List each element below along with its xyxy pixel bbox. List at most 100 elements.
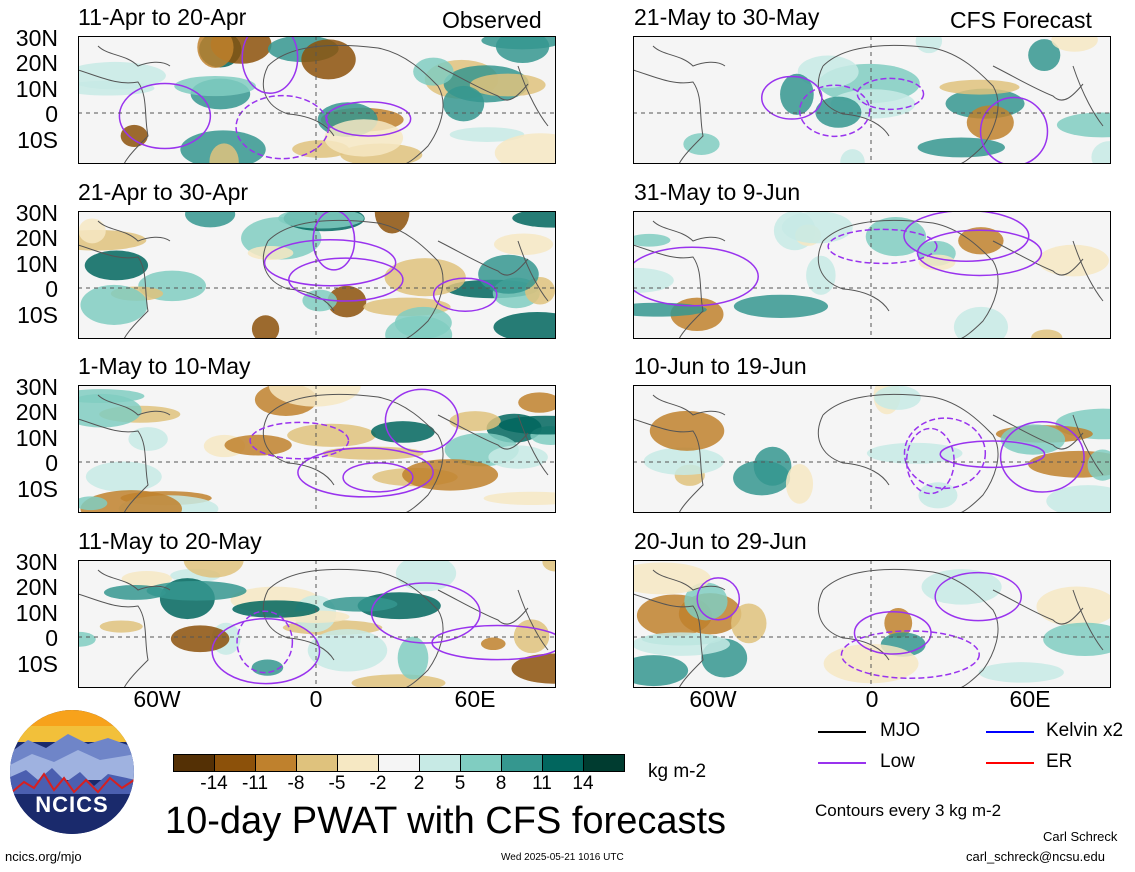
coastline bbox=[633, 69, 704, 164]
pwat-anomaly-shading bbox=[80, 284, 148, 325]
coastline bbox=[817, 589, 890, 661]
pwat-anomaly-shading bbox=[322, 446, 424, 460]
pwat-anomaly-shading bbox=[301, 39, 356, 80]
forecast-panel-title: 31-May to 9-Jun bbox=[634, 179, 801, 205]
lat-label: 20N bbox=[15, 50, 58, 76]
coastline bbox=[817, 414, 890, 486]
forecast-panel-title: 21-May to 30-May bbox=[634, 4, 820, 30]
pwat-anomaly-shading bbox=[351, 674, 446, 688]
lat-label: 10N bbox=[15, 251, 58, 277]
low-contour bbox=[761, 75, 823, 120]
coastline bbox=[267, 219, 444, 339]
legend-low-line bbox=[818, 762, 866, 764]
pwat-anomaly-shading bbox=[287, 423, 376, 447]
pwat-anomaly-shading bbox=[128, 427, 168, 451]
colorbar-tick-label: -2 bbox=[369, 773, 387, 794]
coastline bbox=[652, 220, 726, 242]
coastline bbox=[517, 65, 549, 127]
pwat-anomaly-shading bbox=[251, 659, 284, 676]
main-title: 10-day PWAT with CFS forecasts bbox=[165, 800, 727, 842]
footer-url: ncics.org/mjo bbox=[5, 849, 82, 864]
map-frame bbox=[633, 36, 1111, 164]
pwat-anomaly-shading bbox=[633, 562, 711, 595]
pwat-anomaly-shading bbox=[78, 496, 108, 511]
pwat-anomaly-shading bbox=[80, 490, 183, 513]
colorbar-tick-label: 11 bbox=[532, 773, 552, 794]
colorbar-unit: kg m-2 bbox=[648, 761, 707, 782]
coastline bbox=[992, 65, 1084, 101]
low-contour bbox=[916, 229, 1043, 277]
coastline bbox=[633, 593, 704, 688]
lon-label-60w-right: 60W bbox=[689, 686, 737, 712]
pwat-anomaly-shading bbox=[513, 619, 550, 654]
colorbar-swatch bbox=[583, 754, 625, 772]
map-frame bbox=[633, 560, 1111, 688]
forecast-pwat-map bbox=[633, 36, 1111, 164]
low-contour bbox=[934, 571, 1022, 622]
pwat-anomaly-shading bbox=[733, 294, 829, 318]
pwat-anomaly-shading bbox=[958, 227, 1004, 255]
ncics-logo-icon bbox=[10, 710, 134, 834]
observed-pwat-map bbox=[78, 385, 556, 513]
coastline bbox=[78, 69, 149, 164]
coastline bbox=[652, 569, 726, 591]
lat-label: 10N bbox=[15, 76, 58, 102]
low-contour bbox=[297, 447, 434, 498]
pwat-anomaly-shading bbox=[518, 392, 556, 413]
lat-label: 20N bbox=[15, 225, 58, 251]
pwat-anomaly-shading bbox=[469, 73, 546, 97]
pwat-anomaly-shading bbox=[322, 596, 398, 612]
legend-kelvin-label: Kelvin x2 bbox=[1046, 720, 1124, 741]
map-frame bbox=[78, 36, 556, 164]
lon-label-60e-right: 60E bbox=[1009, 686, 1051, 712]
low-contour bbox=[249, 421, 350, 460]
pwat-anomaly-shading bbox=[1087, 449, 1111, 481]
pwat-anomaly-shading bbox=[918, 254, 956, 271]
pwat-anomaly-shading bbox=[384, 258, 466, 297]
observed-pwat-map bbox=[78, 211, 556, 339]
coastline bbox=[97, 45, 171, 67]
pwat-anomaly-shading bbox=[174, 76, 256, 97]
pwat-anomaly-shading bbox=[865, 217, 927, 257]
low-contour bbox=[903, 417, 987, 490]
forecast-pwat-map bbox=[633, 560, 1111, 688]
coastline bbox=[78, 244, 149, 339]
pwat-anomaly-shading bbox=[649, 410, 725, 451]
pwat-anomaly-shading bbox=[371, 421, 435, 443]
low-contour bbox=[827, 228, 938, 265]
colorbar-swatch bbox=[255, 754, 297, 772]
coastline bbox=[517, 414, 549, 476]
legend-kelvin-line bbox=[986, 731, 1034, 733]
low-contour bbox=[288, 257, 404, 302]
pwat-anomaly-shading bbox=[683, 133, 720, 155]
pwat-anomaly-shading bbox=[498, 415, 556, 435]
low-contour bbox=[696, 577, 741, 621]
pwat-anomaly-shading bbox=[1031, 329, 1063, 339]
pwat-anomaly-shading bbox=[121, 571, 172, 587]
low-contour bbox=[853, 611, 932, 655]
colorbar-tick-label: -5 bbox=[328, 773, 346, 794]
coastline bbox=[1072, 589, 1104, 651]
lat-label: 30N bbox=[15, 374, 58, 400]
pwat-anomaly-shading bbox=[917, 137, 1005, 158]
pwat-map-svg bbox=[78, 36, 556, 164]
low-contour bbox=[384, 388, 459, 453]
low-contour bbox=[432, 277, 498, 312]
forecast-pwat-map bbox=[633, 211, 1111, 339]
pwat-anomaly-shading bbox=[402, 459, 499, 491]
pwat-anomaly-shading bbox=[374, 211, 410, 234]
colorbar-tick-label: 2 bbox=[413, 773, 425, 794]
pwat-anomaly-shading bbox=[1000, 424, 1066, 455]
pwat-anomaly-shading bbox=[1036, 586, 1111, 627]
map-frame bbox=[78, 560, 556, 688]
pwat-anomaly-shading bbox=[633, 267, 674, 293]
lat-label: 10N bbox=[15, 425, 58, 451]
low-contour bbox=[236, 610, 294, 674]
coastline bbox=[822, 393, 999, 513]
coastline bbox=[437, 414, 529, 450]
colorbar-tick-label: 8 bbox=[495, 773, 507, 794]
coastline bbox=[992, 589, 1084, 625]
pwat-anomaly-shading bbox=[1037, 244, 1109, 277]
pwat-anomaly-shading bbox=[511, 653, 556, 684]
pwat-anomaly-shading bbox=[78, 393, 142, 428]
